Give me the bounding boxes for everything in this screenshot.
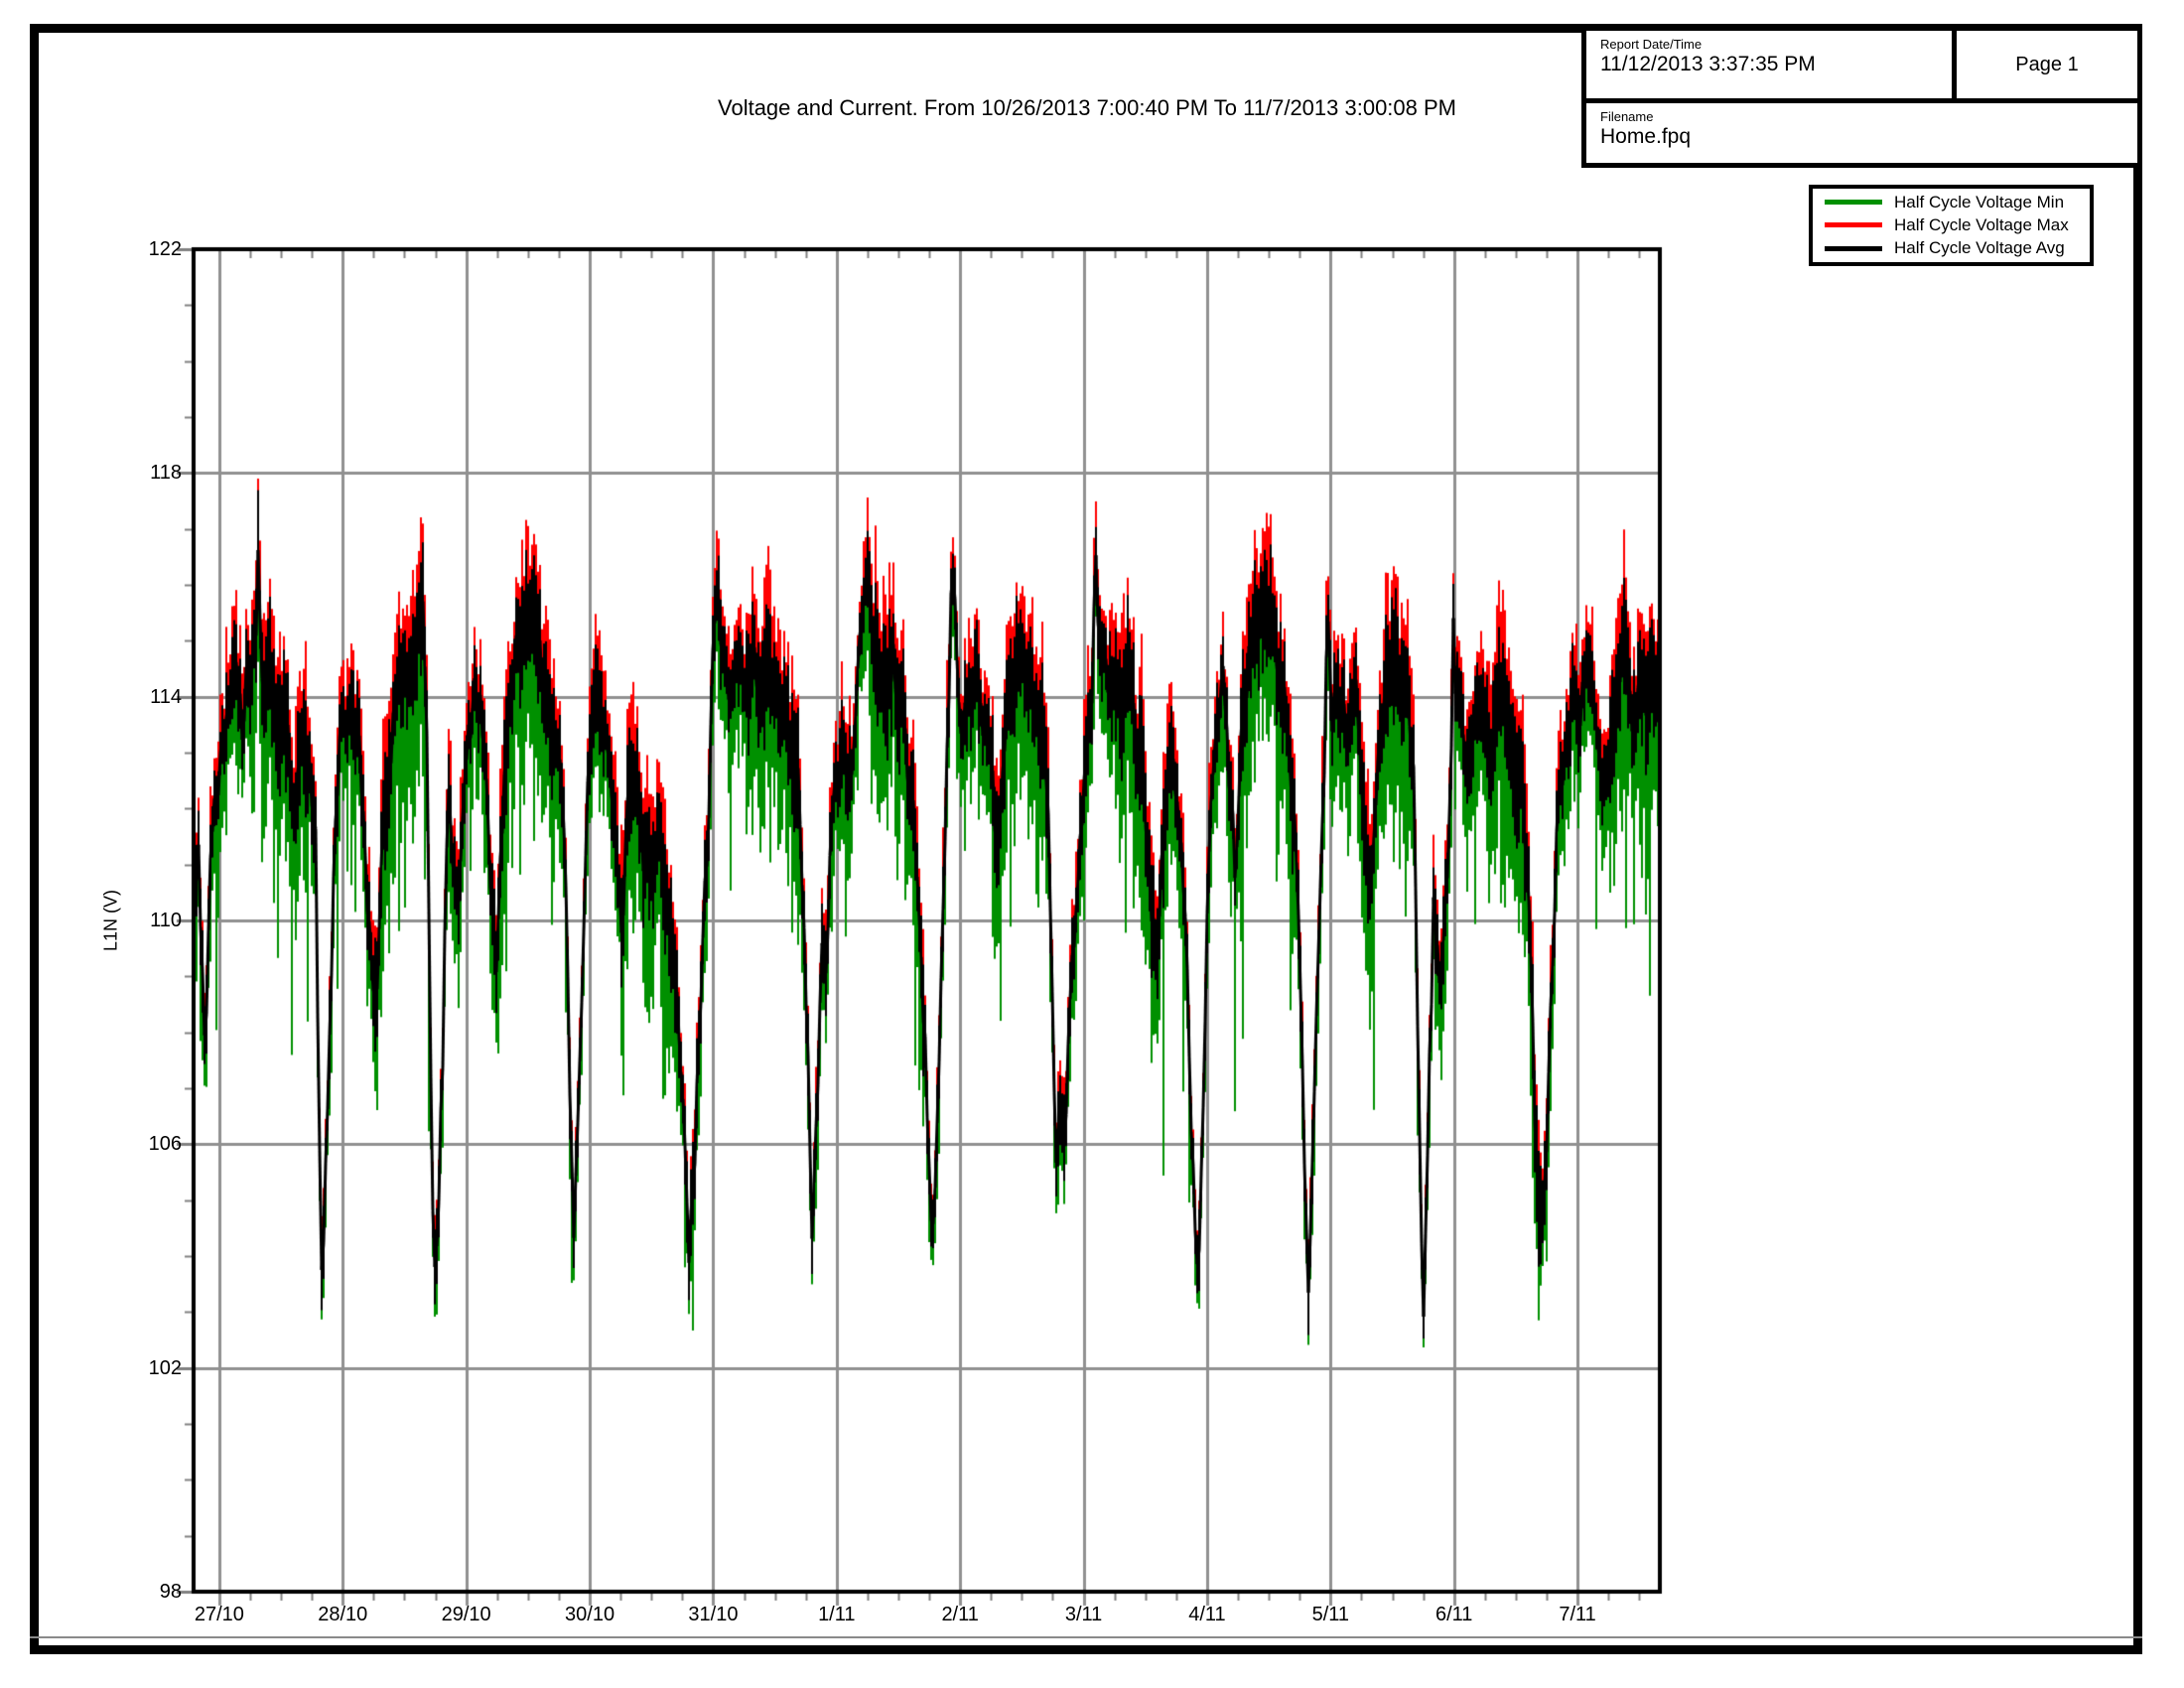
x-tick-label: 3/11 — [1064, 1604, 1103, 1625]
header-filename-box: Filename Home.fpq — [1581, 98, 2142, 168]
x-tick-label: 30/10 — [565, 1604, 615, 1625]
filename-label: Filename — [1600, 109, 1654, 124]
page-border — [30, 24, 2142, 1654]
header-report-datetime-box: Report Date/Time 11/12/2013 3:37:35 PM — [1581, 26, 1957, 103]
legend-line-swatch — [1825, 200, 1882, 206]
y-tick-label: 110 — [150, 910, 182, 931]
x-tick-label: 6/11 — [1434, 1604, 1473, 1625]
page-number: Page 1 — [2015, 53, 2079, 75]
y-tick-label: 98 — [159, 1581, 182, 1603]
x-tick-label: 31/10 — [688, 1604, 739, 1625]
legend-item-label: Half Cycle Voltage Avg — [1894, 238, 2065, 258]
x-tick-label: 4/11 — [1188, 1604, 1226, 1625]
legend-item-label: Half Cycle Voltage Max — [1894, 214, 2069, 234]
filename-value: Home.fpq — [1600, 125, 1692, 148]
y-tick-label: 102 — [148, 1356, 182, 1379]
footer-divider-line — [30, 1636, 2142, 1638]
chart-title: Voltage and Current. From 10/26/2013 7:0… — [717, 95, 1457, 120]
x-tick-label: 27/10 — [194, 1604, 244, 1625]
chart-legend: Half Cycle Voltage Min Half Cycle Voltage… — [1809, 185, 2094, 266]
x-tick-label: 5/11 — [1311, 1604, 1350, 1625]
y-tick-label: 118 — [150, 462, 182, 485]
legend-item: Half Cycle Voltage Max — [1819, 213, 2084, 236]
legend-line-swatch — [1825, 245, 1882, 251]
legend-item: Half Cycle Voltage Avg — [1819, 237, 2084, 260]
legend-line-swatch — [1825, 222, 1882, 228]
legend-item-label: Half Cycle Voltage Min — [1894, 192, 2065, 211]
x-tick-label: 7/11 — [1559, 1604, 1596, 1625]
x-tick-label: 1/11 — [818, 1604, 856, 1625]
y-tick-label: 106 — [148, 1133, 182, 1156]
y-tick-label: 114 — [150, 685, 182, 708]
legend-item: Half Cycle Voltage Min — [1819, 191, 2084, 213]
x-tick-label: 29/10 — [441, 1604, 491, 1625]
report-datetime-label: Report Date/Time — [1600, 37, 1703, 52]
report-datetime-value: 11/12/2013 3:37:35 PM — [1600, 53, 1816, 75]
x-tick-label: 28/10 — [318, 1604, 368, 1625]
x-tick-label: 2/11 — [941, 1604, 979, 1625]
y-tick-label: 122 — [148, 238, 182, 260]
header-page-box: Page 1 — [1952, 26, 2142, 103]
